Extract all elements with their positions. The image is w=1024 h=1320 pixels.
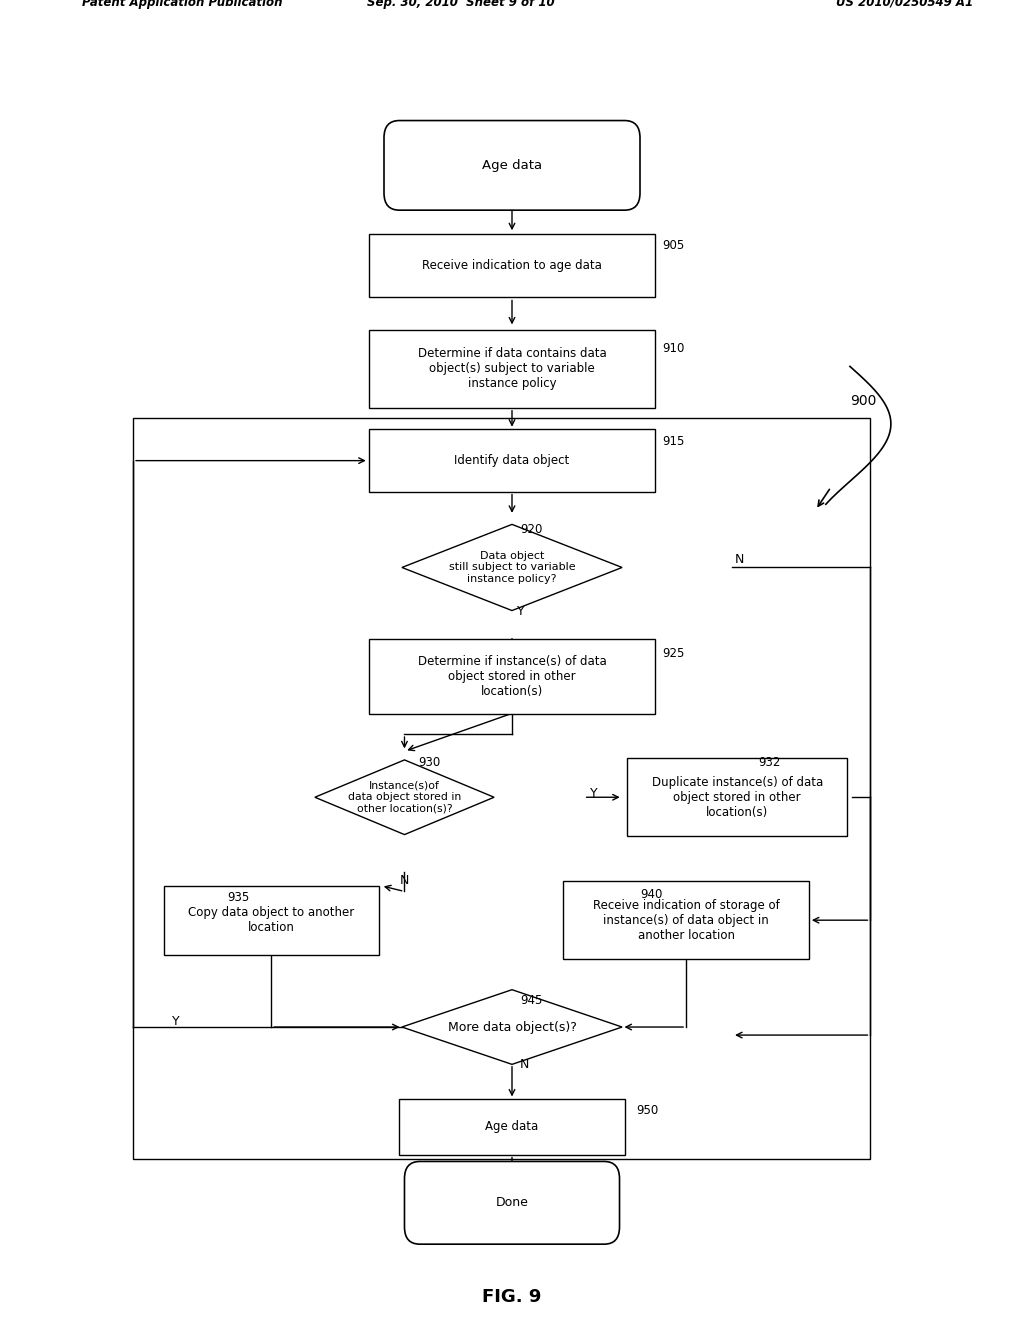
Text: Sep. 30, 2010  Sheet 9 of 10: Sep. 30, 2010 Sheet 9 of 10 (367, 0, 555, 9)
Text: FIG. 9: FIG. 9 (482, 1288, 542, 1305)
FancyBboxPatch shape (404, 1162, 620, 1245)
Text: Determine if instance(s) of data
object stored in other
location(s): Determine if instance(s) of data object … (418, 655, 606, 698)
Polygon shape (401, 990, 623, 1064)
FancyBboxPatch shape (369, 639, 655, 714)
FancyBboxPatch shape (563, 882, 809, 960)
Polygon shape (315, 760, 495, 834)
Text: Age data: Age data (485, 1121, 539, 1134)
Text: More data object(s)?: More data object(s)? (447, 1020, 577, 1034)
Text: N: N (399, 874, 410, 887)
FancyBboxPatch shape (369, 234, 655, 297)
Text: Identify data object: Identify data object (455, 454, 569, 467)
Text: N: N (735, 553, 744, 566)
Text: Age data: Age data (482, 158, 542, 172)
Text: 945: 945 (520, 994, 543, 1007)
Text: Receive indication of storage of
instance(s) of data object in
another location: Receive indication of storage of instanc… (593, 899, 779, 941)
Text: 920: 920 (520, 523, 543, 536)
FancyBboxPatch shape (384, 120, 640, 210)
Text: 932: 932 (758, 756, 780, 770)
Text: Instance(s)of
data object stored in
other location(s)?: Instance(s)of data object stored in othe… (348, 780, 461, 814)
Text: Duplicate instance(s) of data
object stored in other
location(s): Duplicate instance(s) of data object sto… (651, 776, 823, 818)
FancyBboxPatch shape (369, 330, 655, 408)
Text: Y: Y (172, 1015, 179, 1028)
FancyBboxPatch shape (399, 1100, 625, 1155)
Text: 935: 935 (227, 891, 250, 904)
Text: Copy data object to another
location: Copy data object to another location (188, 907, 354, 935)
Text: Determine if data contains data
object(s) subject to variable
instance policy: Determine if data contains data object(s… (418, 347, 606, 391)
Text: 930: 930 (418, 756, 440, 770)
Text: 905: 905 (663, 239, 685, 252)
Text: 925: 925 (663, 647, 685, 660)
Text: Patent Application Publication: Patent Application Publication (82, 0, 283, 9)
Text: 900: 900 (850, 393, 877, 408)
Text: 940: 940 (640, 888, 663, 902)
FancyBboxPatch shape (369, 429, 655, 492)
FancyBboxPatch shape (627, 758, 847, 837)
Text: Receive indication to age data: Receive indication to age data (422, 259, 602, 272)
Text: US 2010/0250549 A1: US 2010/0250549 A1 (836, 0, 973, 9)
Text: 950: 950 (636, 1105, 658, 1118)
Text: Y: Y (517, 605, 524, 618)
Text: Done: Done (496, 1196, 528, 1209)
Polygon shape (401, 524, 623, 611)
Text: 915: 915 (663, 434, 685, 447)
Text: 910: 910 (663, 342, 685, 355)
FancyBboxPatch shape (164, 886, 379, 954)
Text: Y: Y (590, 787, 597, 800)
Text: N: N (520, 1059, 529, 1072)
Text: Data object
still subject to variable
instance policy?: Data object still subject to variable in… (449, 550, 575, 583)
